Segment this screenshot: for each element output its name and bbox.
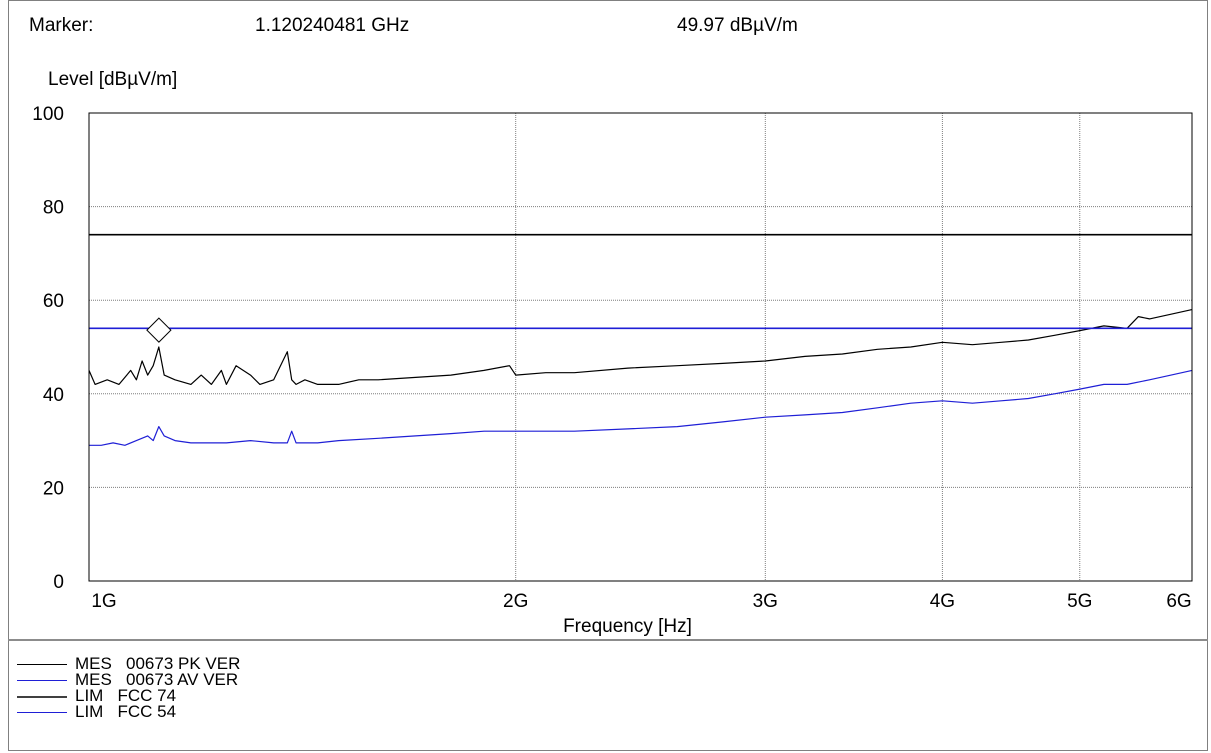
- plot-border: [88, 112, 1193, 582]
- chart-plot: 0 20 40 60 80 100 1G 2G 3G 4G 5G 6G Level [dBµV/m] Fr…: [32, 69, 1193, 637]
- legend-swatch-fcc74: [17, 696, 67, 698]
- y-tick-label: 0: [53, 572, 64, 593]
- marker-level: 49.97 dBµV/m: [677, 15, 798, 36]
- plot-area: [89, 113, 1192, 581]
- series-line-1: [89, 369, 1193, 446]
- legend-label-fcc54: LIM FCC 54: [75, 702, 177, 721]
- marker-diamond-icon: [146, 317, 172, 343]
- y-axis-label: Level [dBµV/m]: [48, 69, 177, 90]
- x-tick-label: 2G: [503, 591, 528, 612]
- series-line-0: [88, 309, 1193, 385]
- legend-label-fcc74: LIM FCC 74: [75, 686, 177, 705]
- marker-label: Marker:: [29, 15, 94, 36]
- x-axis-label: Frequency [Hz]: [563, 616, 692, 637]
- legend-swatch-pk: [17, 664, 67, 665]
- chart-window: [8, 0, 1208, 751]
- legend-label-pk: MES 00673 PK VER: [75, 654, 241, 673]
- legend-swatch-av: [17, 680, 67, 681]
- x-tick-label: 4G: [930, 591, 955, 612]
- x-tick-label: 5G: [1067, 591, 1092, 612]
- y-tick-label: 40: [43, 385, 64, 406]
- y-tick-label: 80: [43, 198, 64, 219]
- marker-frequency: 1.120240481 GHz: [255, 15, 410, 36]
- y-tick-label: 20: [43, 478, 64, 499]
- legend-label-av: MES 00673 AV VER: [75, 670, 239, 689]
- y-tick-label: 100: [32, 104, 64, 125]
- x-tick-label: 3G: [753, 591, 778, 612]
- legend-swatch-fcc54: [17, 712, 67, 713]
- x-tick-label: 1G: [91, 591, 116, 612]
- x-tick-label: 6G: [1166, 591, 1191, 612]
- legend-divider: [8, 639, 1208, 641]
- y-tick-label: 60: [43, 291, 64, 312]
